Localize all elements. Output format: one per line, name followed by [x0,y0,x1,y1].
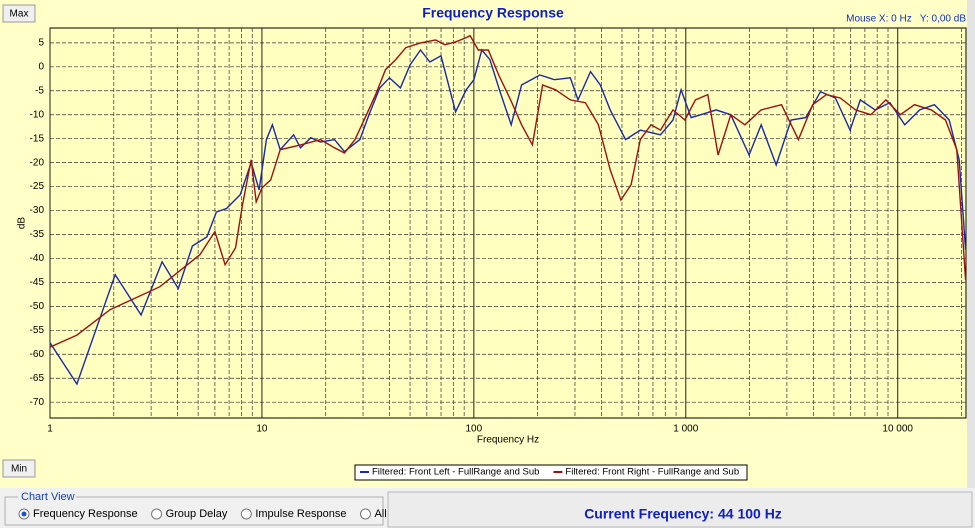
y-tick-label: -65 [30,373,45,384]
y-tick-label: -60 [30,349,45,360]
y-tick-label: -40 [30,253,45,264]
y-tick-label: 0 [38,61,44,72]
radio-button[interactable] [240,508,252,520]
radio-label[interactable]: Frequency Response [33,508,138,520]
x-tick-label: 10 000 [882,424,913,435]
y-tick-label: -25 [30,181,45,192]
radio-label[interactable]: Group Delay [166,508,228,520]
y-axis-label: dB [17,217,28,230]
x-tick-label: 10 [256,424,268,435]
y-tick-label: -45 [30,277,45,288]
series-line [49,34,967,348]
group-title-bg [18,491,76,503]
x-tick-label: 1 000 [673,424,698,435]
radio-label[interactable]: Impulse Response [255,508,346,520]
series-line [49,48,967,386]
legend-label: Filtered: Front Right - FullRange and Su… [565,467,739,478]
min-button-label[interactable]: Min [11,464,27,475]
y-tick-label: -55 [30,325,45,336]
x-axis-label: Frequency Hz [477,435,539,446]
plot-area [49,27,967,419]
current-frequency: Current Frequency: 44 100 Hz [584,506,782,522]
y-tick-label: -35 [30,229,45,240]
chart-title: Frequency Response [422,5,564,21]
radio-label[interactable]: All [374,508,386,520]
x-tick-label: 1 [47,424,53,435]
y-tick-label: -15 [30,133,45,144]
radio-dot [21,511,27,517]
y-tick-label: -5 [35,85,44,96]
radio-button[interactable] [151,508,163,520]
legend-label: Filtered: Front Left - FullRange and Sub [372,467,539,478]
mouse-readout: Mouse X: 0 Hz Y: 0,00 dB [846,14,966,25]
legend [354,464,748,481]
side-strip [967,0,975,488]
y-tick-label: -70 [30,397,45,408]
max-button-label[interactable]: Max [10,9,29,20]
y-tick-label: -30 [30,205,45,216]
y-tick-label: -10 [30,109,45,120]
chart-view-title: Chart View [21,491,75,503]
radio-button[interactable] [359,508,371,520]
max-button[interactable] [2,4,36,23]
y-tick-label: 5 [38,37,44,48]
current-frequency-panel [387,491,973,528]
y-tick-label: -20 [30,157,45,168]
chart-view-group [4,496,384,526]
min-button[interactable] [2,459,36,478]
x-tick-label: 100 [466,424,483,435]
y-tick-label: -50 [30,301,45,312]
